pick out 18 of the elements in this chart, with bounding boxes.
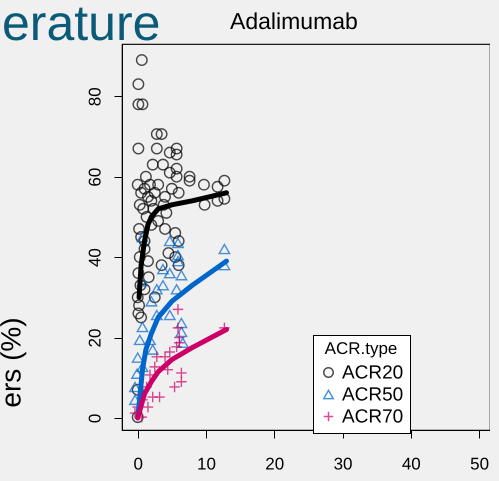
legend-label: ACR50 bbox=[342, 384, 404, 406]
legend-label: ACR20 bbox=[342, 362, 404, 384]
y-tick-label: 60 bbox=[86, 168, 104, 187]
x-tick-label: 30 bbox=[334, 454, 352, 474]
x-tick-label: 50 bbox=[470, 454, 490, 474]
legend-title: ACR.type bbox=[324, 339, 398, 358]
y-tick-label: 0 bbox=[86, 414, 104, 424]
y-tick-label: 80 bbox=[86, 87, 104, 106]
x-tick-label: 0 bbox=[133, 454, 143, 474]
x-tick-label: 20 bbox=[265, 454, 284, 474]
y-axis-title: ers (%) bbox=[0, 317, 26, 408]
x-tick-label: 10 bbox=[197, 454, 216, 474]
annotation: erature bbox=[2, 0, 160, 51]
y-tick-label: 40 bbox=[86, 248, 104, 268]
legend-label: ACR70 bbox=[342, 406, 404, 428]
x-tick-label: 40 bbox=[402, 454, 421, 474]
chart-title: Adalimumab bbox=[230, 8, 358, 34]
y-tick-label: 20 bbox=[86, 328, 104, 348]
